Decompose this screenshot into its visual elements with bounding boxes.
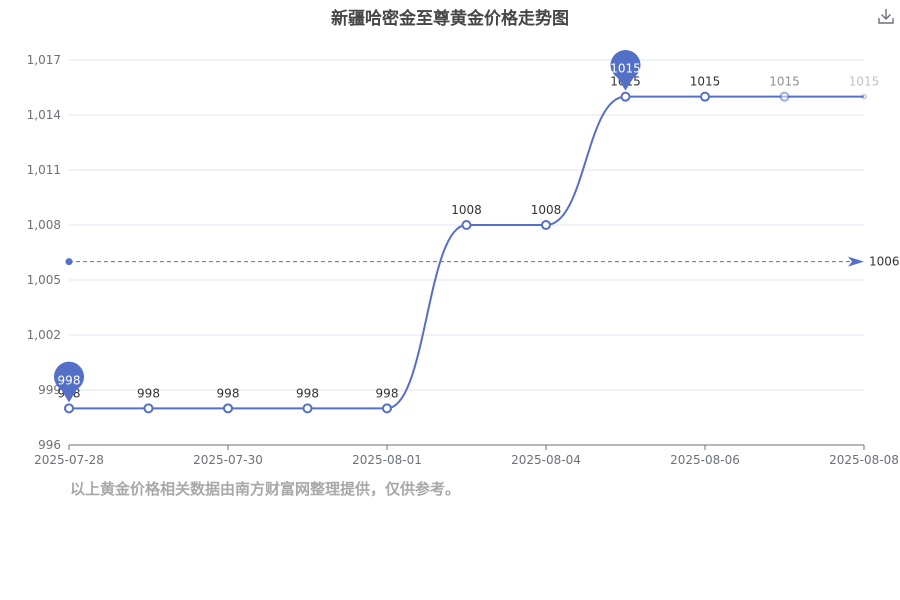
pin-marker-label-min: 998 (58, 373, 81, 387)
pin-marker-label-max: 1015 (610, 62, 641, 76)
data-point (64, 403, 74, 414)
footnote: 以上黄金价格相关数据由南方财富网整理提供，仅供参考。 (70, 480, 461, 498)
data-label: 1008 (531, 203, 562, 217)
data-point (461, 220, 472, 230)
y-tick-label: 1,002 (27, 328, 61, 342)
data-point (861, 93, 867, 100)
data-point (620, 91, 631, 102)
data-label: 998 (296, 386, 319, 400)
data-label: 1008 (451, 203, 482, 217)
pin-marker-min (54, 361, 84, 403)
y-tick-label: 996 (38, 438, 61, 452)
data-point (541, 220, 551, 230)
data-label: 998 (217, 386, 240, 400)
y-tick-label: 1,011 (27, 163, 61, 177)
series-line (69, 95, 864, 410)
data-point (223, 403, 233, 414)
chart-title: 新疆哈密金至尊黄金价格走势图 (331, 9, 569, 29)
data-point (143, 403, 154, 414)
x-tick-label: 2025-08-06 (670, 453, 740, 467)
download-icon (878, 9, 894, 24)
data-label: 998 (137, 386, 160, 400)
data-label: 1015 (690, 75, 721, 89)
pin-marker-max (610, 49, 641, 91)
data-label: 1015 (849, 75, 880, 89)
data-point (382, 403, 392, 414)
x-tick-label: 2025-07-30 (193, 453, 263, 467)
y-tick-label: 1,017 (27, 53, 61, 67)
x-tick-label: 2025-08-08 (829, 453, 899, 467)
average-line-label: 1006 (869, 255, 900, 269)
average-line-arrow (848, 256, 864, 267)
y-tick-label: 1,008 (27, 218, 61, 232)
x-tick-label: 2025-08-01 (352, 453, 422, 467)
x-tick-label: 2025-07-28 (34, 453, 104, 467)
y-tick-label: 999 (38, 383, 61, 397)
data-label: 998 (376, 386, 399, 400)
average-line-start (65, 258, 73, 266)
data-point (302, 403, 313, 414)
x-tick-label: 2025-08-04 (511, 453, 581, 467)
data-point (779, 91, 790, 102)
y-tick-label: 1,005 (27, 273, 61, 287)
download-button[interactable] (876, 6, 896, 26)
data-label: 1015 (769, 75, 800, 89)
y-tick-label: 1,014 (27, 108, 61, 122)
data-point (700, 91, 710, 102)
